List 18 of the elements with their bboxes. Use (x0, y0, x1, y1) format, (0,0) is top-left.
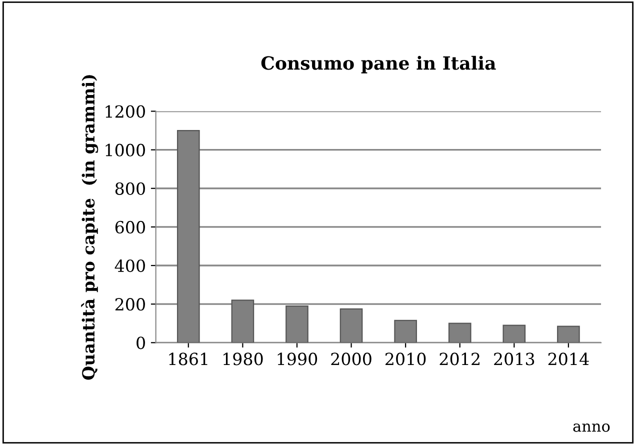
y-axis-title: Quantità pro capite (in grammi) (81, 75, 98, 380)
y-tick-label: 600 (115, 220, 145, 234)
x-tick-label: 2000 (331, 352, 372, 366)
y-tick-label: 400 (114, 259, 145, 272)
y-tick-label: 800 (115, 182, 145, 195)
x-tick-label: 1980 (224, 352, 263, 366)
y-tick-label: 1200 (106, 105, 145, 118)
x-tick-label: 2010 (385, 352, 426, 366)
chart-title: Consumo pane in Italia (261, 56, 496, 74)
y-tick-label: 0 (136, 336, 145, 350)
x-axis-title: anno (573, 424, 610, 432)
x-tick-label: 1990 (278, 352, 318, 366)
x-tick-label: 2014 (548, 352, 589, 366)
x-tick-label: 1861 (169, 352, 208, 366)
x-tick-label: 2012 (440, 352, 480, 366)
y-tick-label: 1000 (106, 144, 145, 156)
x-tick-label: 2013 (494, 352, 534, 366)
y-tick-label: 200 (115, 298, 145, 311)
